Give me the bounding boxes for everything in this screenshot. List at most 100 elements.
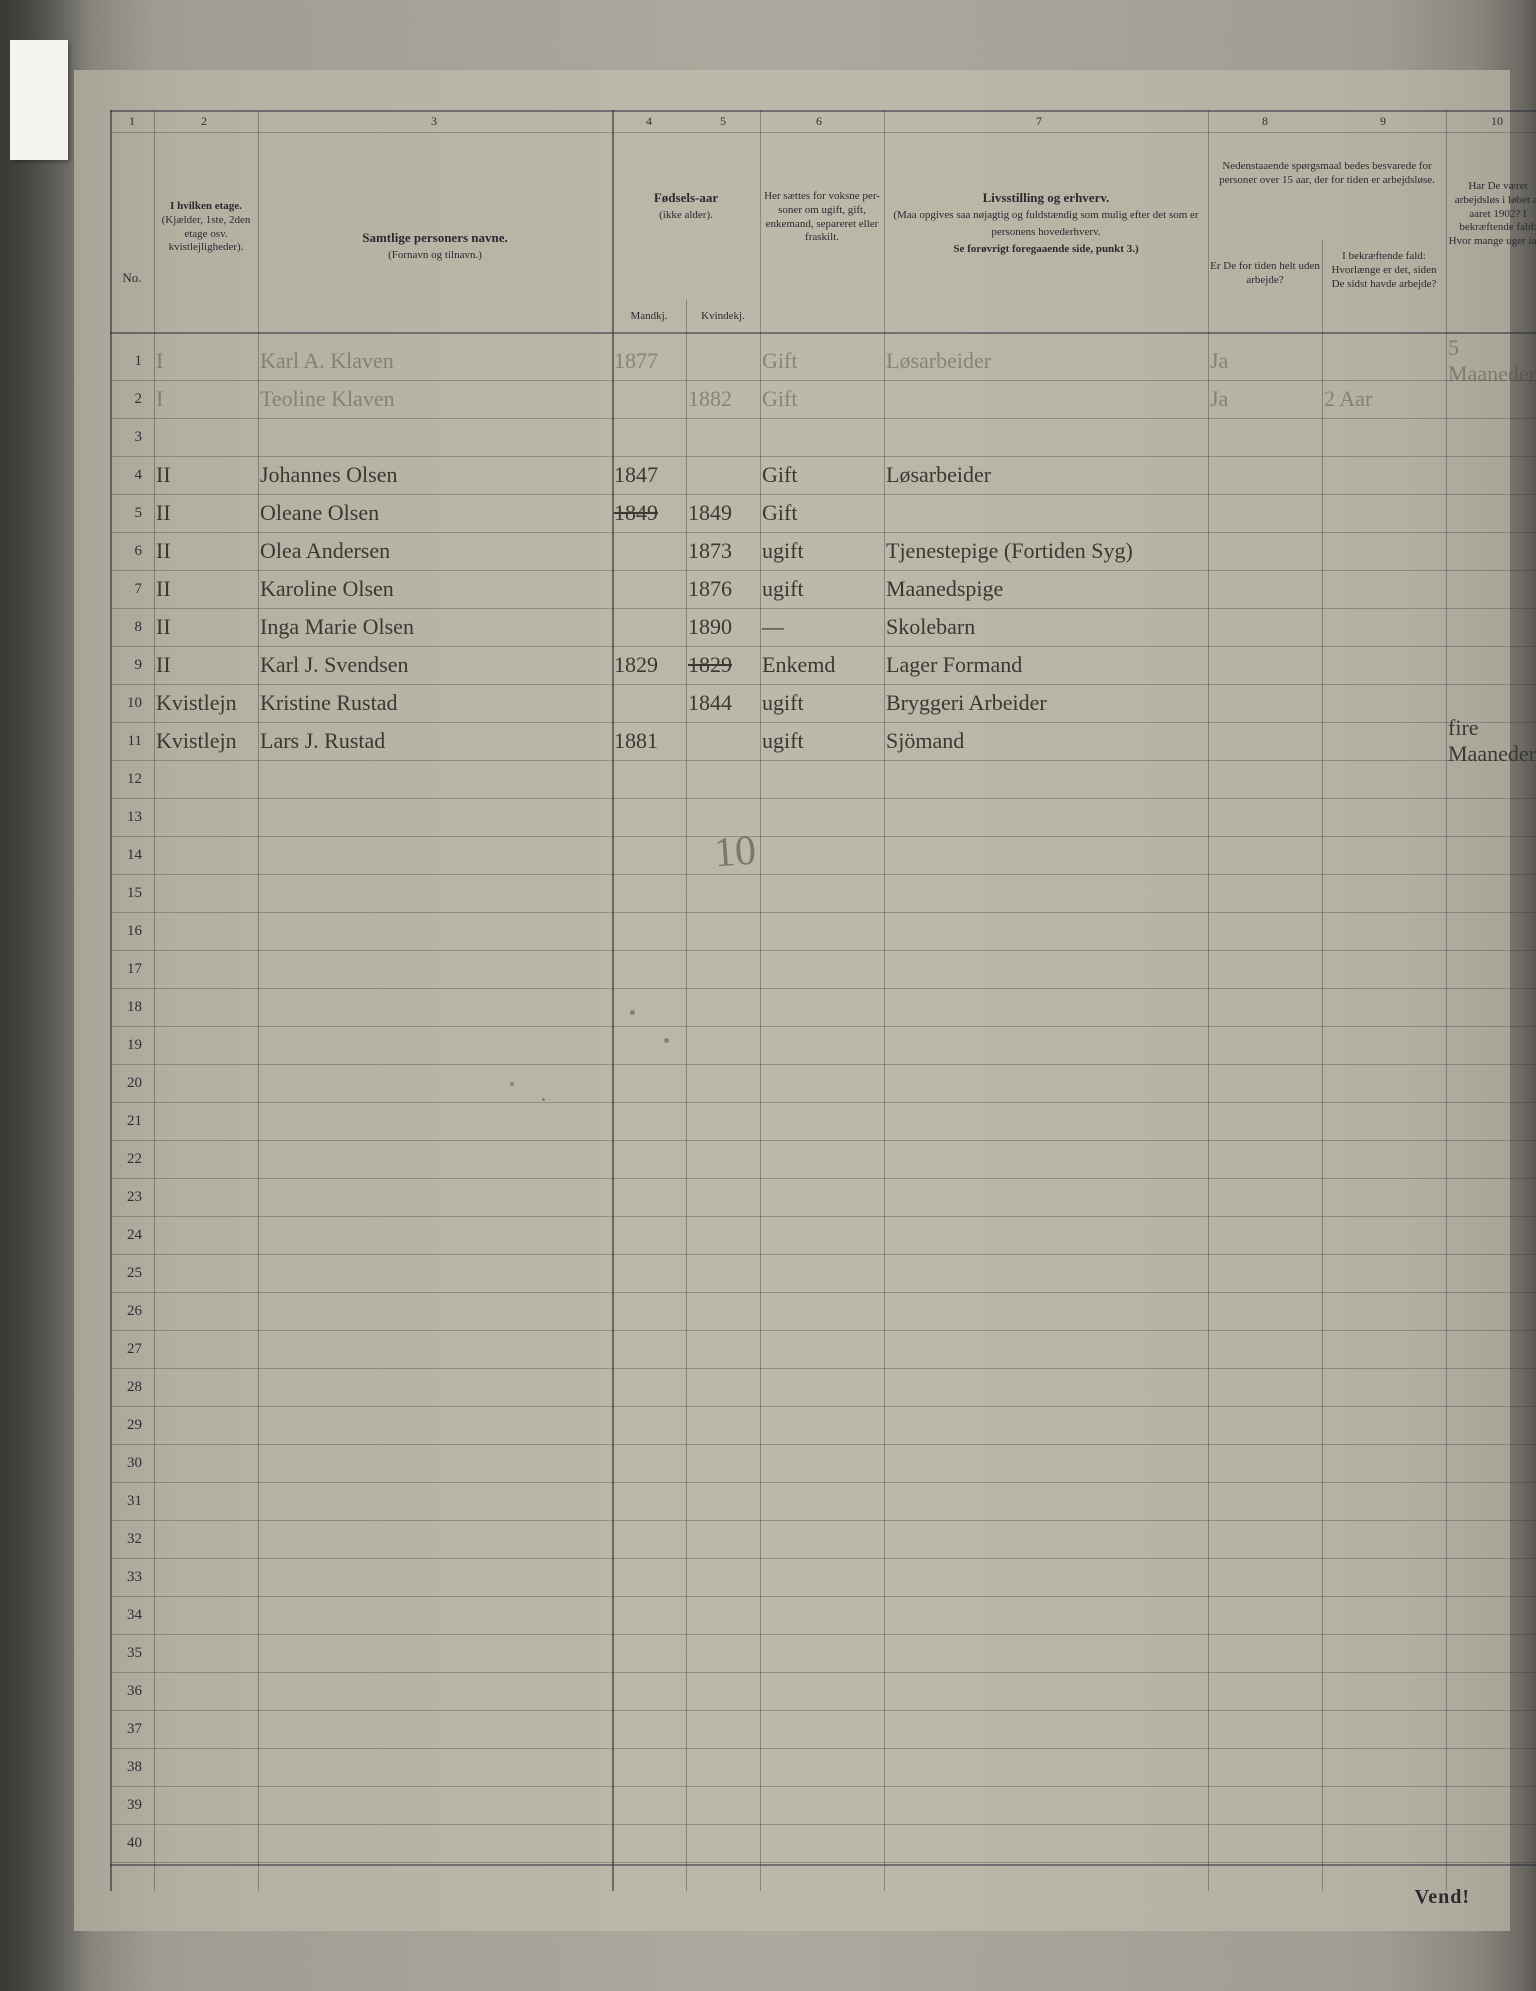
row-number: 37 — [112, 1710, 146, 1748]
row-number: 2 — [112, 380, 146, 418]
cell: 1849 — [688, 494, 758, 532]
table-row: 16 — [74, 912, 1510, 950]
row-number: 18 — [112, 988, 146, 1026]
cell: Gift — [762, 380, 882, 418]
scan-edge-tab — [10, 40, 68, 160]
cell: II — [156, 456, 256, 494]
cell: 1881 — [614, 722, 684, 760]
table-row: 1IKarl A. Klaven1877GiftLøsarbeiderJa5 M… — [74, 342, 1510, 380]
cell: 1890 — [688, 608, 758, 646]
cell: Gift — [762, 342, 882, 380]
table-row: 19 — [74, 1026, 1510, 1064]
row-number: 11 — [112, 722, 146, 760]
table-row: 37 — [74, 1710, 1510, 1748]
table-row: 2ITeoline Klaven1882GiftJa2 Aar — [74, 380, 1510, 418]
cell: Enkemd — [762, 646, 882, 684]
row-number: 39 — [112, 1786, 146, 1824]
cell: II — [156, 570, 256, 608]
table-row: 24 — [74, 1216, 1510, 1254]
table-row: 17 — [74, 950, 1510, 988]
cell: Lager Formand — [886, 646, 1206, 684]
cell: fire Maaneder — [1448, 722, 1536, 760]
table-row: 5IIOleane Olsen18491849Gift — [74, 494, 1510, 532]
table-row: 23 — [74, 1178, 1510, 1216]
cell: ugift — [762, 570, 882, 608]
cell: Bryggeri Arbeider — [886, 684, 1206, 722]
cell: 1829 — [614, 646, 684, 684]
cell: Olea Andersen — [260, 532, 610, 570]
cell: Teoline Klaven — [260, 380, 610, 418]
row-number: 36 — [112, 1672, 146, 1710]
cell: ugift — [762, 722, 882, 760]
table-row: 8IIInga Marie Olsen1890—Skolebarn — [74, 608, 1510, 646]
cell: Sjömand — [886, 722, 1206, 760]
ink-speck — [510, 1082, 514, 1086]
row-number: 28 — [112, 1368, 146, 1406]
table-row: 40 — [74, 1824, 1510, 1862]
cell: Gift — [762, 494, 882, 532]
table-row: 7IIKaroline Olsen1876ugiftMaanedspige — [74, 570, 1510, 608]
cell: II — [156, 494, 256, 532]
tally-annotation: 10 — [712, 827, 757, 878]
table-row: 38 — [74, 1748, 1510, 1786]
cell: I — [156, 342, 256, 380]
row-number: 23 — [112, 1178, 146, 1216]
cell: Lars J. Rustad — [260, 722, 610, 760]
row-number: 15 — [112, 874, 146, 912]
cell: Tjenestepige (Fortiden Syg) — [886, 532, 1206, 570]
table-row: 34 — [74, 1596, 1510, 1634]
row-number: 26 — [112, 1292, 146, 1330]
cell: Johannes Olsen — [260, 456, 610, 494]
cell: 1876 — [688, 570, 758, 608]
cell: I — [156, 380, 256, 418]
cell: ugift — [762, 684, 882, 722]
cell: Løsarbeider — [886, 342, 1206, 380]
row-number: 3 — [112, 418, 146, 456]
table-row: 29 — [74, 1406, 1510, 1444]
cell: 1882 — [688, 380, 758, 418]
ink-speck — [630, 1010, 635, 1015]
ink-speck — [542, 1098, 545, 1101]
row-number: 24 — [112, 1216, 146, 1254]
cell: ugift — [762, 532, 882, 570]
table-row: 21 — [74, 1102, 1510, 1140]
table-row: 25 — [74, 1254, 1510, 1292]
table-row: 28 — [74, 1368, 1510, 1406]
cell: Karl J. Svendsen — [260, 646, 610, 684]
row-number: 8 — [112, 608, 146, 646]
cell: Ja — [1210, 380, 1320, 418]
row-number: 7 — [112, 570, 146, 608]
row-number: 16 — [112, 912, 146, 950]
row-number: 38 — [112, 1748, 146, 1786]
cell: Karoline Olsen — [260, 570, 610, 608]
row-number: 1 — [112, 342, 146, 380]
cell-struck: 1829 — [688, 646, 758, 684]
table-row: 27 — [74, 1330, 1510, 1368]
cell: Kvistlejn — [156, 722, 256, 760]
row-number: 29 — [112, 1406, 146, 1444]
table-row: 31 — [74, 1482, 1510, 1520]
cell: II — [156, 532, 256, 570]
table-row: 4IIJohannes Olsen1847GiftLøsarbeider — [74, 456, 1510, 494]
cell: Kristine Rustad — [260, 684, 610, 722]
cell-struck: 1849 — [614, 494, 684, 532]
ink-speck — [664, 1038, 669, 1043]
table-row: 30 — [74, 1444, 1510, 1482]
row-number: 31 — [112, 1482, 146, 1520]
row-number: 5 — [112, 494, 146, 532]
row-number: 19 — [112, 1026, 146, 1064]
table-row: 9IIKarl J. Svendsen18291829EnkemdLager F… — [74, 646, 1510, 684]
row-number: 17 — [112, 950, 146, 988]
cell: Gift — [762, 456, 882, 494]
row-number: 21 — [112, 1102, 146, 1140]
row-number: 32 — [112, 1520, 146, 1558]
table-row: 39 — [74, 1786, 1510, 1824]
table-row: 26 — [74, 1292, 1510, 1330]
row-number: 27 — [112, 1330, 146, 1368]
row-number: 13 — [112, 798, 146, 836]
table-row: 18 — [74, 988, 1510, 1026]
table-row: 14 — [74, 836, 1510, 874]
row-number: 12 — [112, 760, 146, 798]
cell: 1873 — [688, 532, 758, 570]
cell: 1847 — [614, 456, 684, 494]
